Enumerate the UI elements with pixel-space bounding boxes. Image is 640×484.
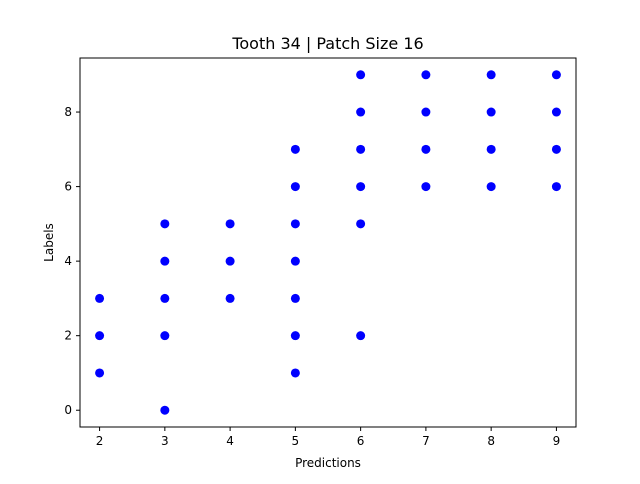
data-point [290,182,300,192]
data-point [356,144,366,154]
data-point [95,331,105,341]
x-tick-label: 2 [96,434,104,448]
x-axis-label: Predictions [295,456,361,470]
y-tick-label: 4 [64,254,72,268]
data-point [486,144,496,154]
data-point [551,70,561,80]
data-point [486,182,496,192]
x-tick-label: 7 [422,434,430,448]
data-point [290,293,300,303]
data-point [486,70,496,80]
data-point [95,368,105,378]
data-point [421,107,431,117]
data-point [290,331,300,341]
y-tick-label: 6 [64,180,72,194]
data-point [160,219,170,229]
data-point [160,293,170,303]
data-point [486,107,496,117]
data-point [290,144,300,154]
x-tick-label: 6 [357,434,365,448]
x-tick-label: 9 [553,434,561,448]
data-point [551,144,561,154]
data-point [551,182,561,192]
data-point [290,256,300,266]
data-point [290,219,300,229]
data-point [356,331,366,341]
data-point [160,405,170,415]
y-axis-label: Labels [42,223,56,262]
ticks-layer: 2 3 4 5 6 7 8 9 0 2 4 6 8 [64,105,560,448]
data-point [356,107,366,117]
x-tick-label: 8 [487,434,495,448]
data-point [356,70,366,80]
y-tick-label: 8 [64,105,72,119]
data-point [356,219,366,229]
data-point [356,182,366,192]
data-point [225,256,235,266]
x-tick-label: 4 [226,434,234,448]
data-point [290,368,300,378]
points-layer [95,70,561,415]
plot-frame [79,57,577,428]
data-point [551,107,561,117]
x-tick-label: 3 [161,434,169,448]
y-tick-label: 0 [64,403,72,417]
data-point [225,293,235,303]
y-tick-label: 2 [64,329,72,343]
data-point [421,70,431,80]
data-point [421,144,431,154]
data-point [160,256,170,266]
data-point [160,331,170,341]
data-point [225,219,235,229]
data-point [421,182,431,192]
data-point [95,293,105,303]
x-tick-label: 5 [292,434,300,448]
chart-title: Tooth 34 | Patch Size 16 [231,34,423,53]
